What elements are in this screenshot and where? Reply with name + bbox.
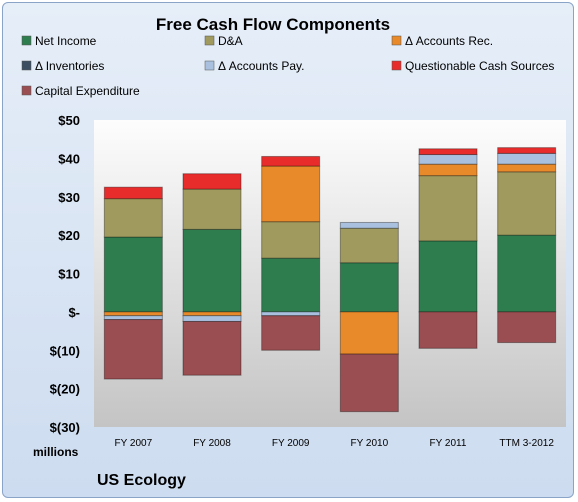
bar-segment-accounts-pay (497, 152, 557, 165)
legend-swatch-inventories (21, 60, 32, 71)
y-tick-label: $10 (58, 267, 80, 282)
y-tick-label: $50 (58, 113, 80, 128)
bar-segment-net-income (182, 228, 242, 313)
bars (103, 147, 557, 413)
legend-label-inventories: Δ Inventories (35, 59, 104, 73)
bar-segment-accounts-rec (182, 311, 242, 317)
y-tick-label: $- (68, 305, 80, 320)
y-tick-label: $40 (58, 151, 80, 166)
legend-label-accounts-rec: Δ Accounts Rec. (405, 34, 493, 48)
x-tick-label: TTM 3-2012 (499, 438, 554, 449)
bar-segment-accounts-pay (261, 311, 321, 317)
bar-segment-capital-expenditure (103, 319, 163, 380)
bar-segment-accounts-rec (103, 311, 163, 317)
bar-segment-d-a (418, 175, 478, 242)
bar-segment-net-income (418, 240, 478, 313)
bar-segment-capital-expenditure (418, 311, 478, 349)
bar-segment-questionable-cash-sources (261, 155, 321, 167)
brand-label: US Ecology (97, 472, 186, 489)
bar-segment-capital-expenditure (497, 311, 557, 344)
bar-segment-d-a (339, 227, 399, 264)
x-tick-label: FY 2008 (193, 438, 231, 449)
legend-swatch-net-income (21, 35, 32, 46)
bar-segment-questionable-cash-sources (497, 147, 557, 154)
plot-area (94, 120, 566, 427)
bar-segment-questionable-cash-sources (103, 186, 163, 200)
y-tick-label: $30 (58, 190, 80, 205)
bar-segment-net-income (497, 234, 557, 313)
bar-segment-net-income (339, 262, 399, 313)
x-tick-label: FY 2010 (351, 438, 389, 449)
bar-segment-d-a (182, 188, 242, 230)
bar-segment-accounts-pay (103, 315, 163, 321)
unit-label: millions (33, 445, 79, 459)
bar-segment-questionable-cash-sources (182, 173, 242, 190)
x-axis: FY 2007 FY 2008 FY 2009 FY 2010 FY 2011 TTM 3… (115, 438, 555, 449)
bar-segment-accounts-rec (339, 311, 399, 355)
x-tick-label: FY 2009 (272, 438, 310, 449)
bar-segment-capital-expenditure (182, 320, 242, 376)
legend-swatch-accounts-pay (204, 60, 215, 71)
legend-swatch-capital-expenditure (21, 85, 32, 96)
legend-label-d-a: D&A (218, 34, 243, 48)
bar-segment-accounts-pay (339, 221, 399, 229)
bar-segment-accounts-rec (497, 163, 557, 173)
bar-segment-net-income (103, 236, 163, 313)
bar-segment-accounts-pay (418, 154, 478, 165)
legend-swatch-d-a (204, 35, 215, 46)
legend-swatch-accounts-rec (391, 35, 402, 46)
bar-segment-accounts-rec (418, 163, 478, 177)
legend-label-net-income: Net Income (35, 34, 97, 48)
legend-label-capital-expenditure: Capital Expenditure (35, 84, 140, 98)
bar-segment-accounts-rec (261, 165, 321, 223)
legend-swatch-questionable-cash-sources (391, 60, 402, 71)
bar-segment-accounts-pay (182, 315, 242, 322)
y-tick-label: $20 (58, 228, 80, 243)
bar-segment-questionable-cash-sources (418, 148, 478, 156)
y-axis: $50 $40 $30 $20 $10 $- $(10) $(20) $(30) (50, 113, 80, 435)
legend-label-questionable-cash-sources: Questionable Cash Sources (405, 59, 554, 73)
x-tick-label: FY 2007 (115, 438, 153, 449)
y-tick-label: $(30) (50, 420, 80, 435)
chart-title: Free Cash Flow Components (156, 15, 390, 34)
y-tick-label: $(20) (50, 382, 80, 397)
bar-segment-d-a (261, 221, 321, 259)
y-tick-label: $(10) (50, 343, 80, 358)
bar-segment-capital-expenditure (261, 315, 321, 351)
bar-segment-d-a (497, 171, 557, 236)
legend-label-accounts-pay: Δ Accounts Pay. (218, 59, 305, 73)
bar-segment-d-a (103, 198, 163, 238)
bar-segment-net-income (261, 257, 321, 313)
bar-segment-capital-expenditure (339, 353, 399, 413)
legend: Net Income D&A Δ Accounts Rec. Δ Inventorie… (21, 34, 554, 98)
x-tick-label: FY 2011 (430, 438, 467, 449)
